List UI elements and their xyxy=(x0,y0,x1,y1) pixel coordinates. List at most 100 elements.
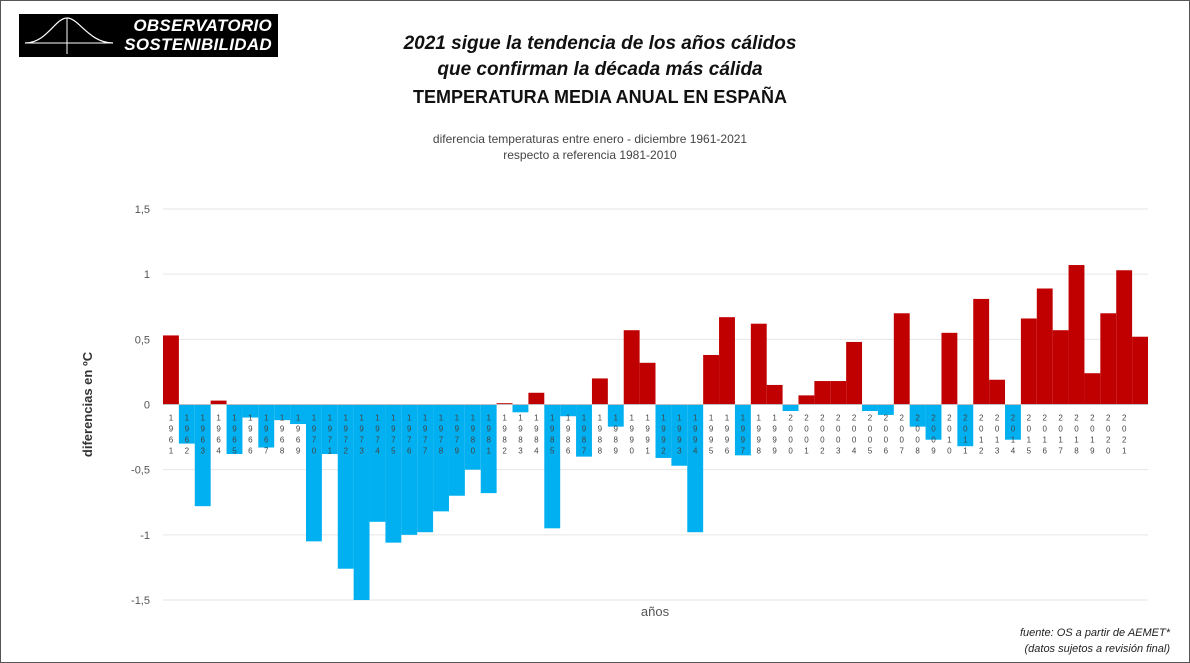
bar xyxy=(528,392,545,405)
bar xyxy=(814,381,831,405)
bar xyxy=(1116,270,1133,405)
bar xyxy=(798,395,815,405)
bar xyxy=(178,404,195,444)
bar xyxy=(782,404,799,412)
bar xyxy=(862,404,878,412)
bar xyxy=(655,404,672,458)
bar xyxy=(909,404,926,427)
bar xyxy=(1084,373,1101,405)
bar xyxy=(846,341,863,405)
source-disclaimer: (datos sujetos a revisión final) xyxy=(1024,643,1170,655)
bar xyxy=(448,404,465,496)
y-tick-label: 0,5 xyxy=(135,334,150,346)
logo-text-line2: SOSTENIBILIDAD xyxy=(124,35,272,54)
bar xyxy=(242,404,259,418)
bar xyxy=(671,404,688,466)
bar xyxy=(687,404,704,533)
bar xyxy=(258,404,275,448)
chart-title: TEMPERATURA MEDIA ANUAL EN ESPAÑA xyxy=(412,87,787,107)
bar xyxy=(464,404,481,470)
bar xyxy=(734,404,751,456)
bar xyxy=(893,313,910,405)
chart-subtitle-line1: diferencia temperaturas entre enero - di… xyxy=(432,132,748,146)
bar xyxy=(576,404,592,457)
bar xyxy=(353,404,370,600)
bar xyxy=(337,404,354,569)
y-tick-label: -0,5 xyxy=(131,465,150,477)
bar xyxy=(369,404,386,522)
bar xyxy=(1036,288,1053,405)
bar xyxy=(417,404,434,533)
bar xyxy=(210,400,227,405)
y-tick-label: 0 xyxy=(144,400,150,412)
bar xyxy=(1005,404,1021,440)
bar xyxy=(639,362,656,405)
bar xyxy=(877,404,894,415)
headline-line1: 2021 sigue la tendencia de los años cáli… xyxy=(403,33,797,54)
bar xyxy=(766,384,783,405)
source-note: fuente: OS a partir de AEMET* xyxy=(1020,627,1170,639)
bar xyxy=(433,404,449,512)
logo-curve-icon xyxy=(24,17,114,54)
bar xyxy=(401,404,418,535)
bar xyxy=(750,323,767,405)
chart-subtitle-line2: respecto a referencia 1981-2010 xyxy=(503,148,677,162)
y-tick-label: -1,5 xyxy=(131,595,150,607)
bar xyxy=(1132,336,1148,405)
bar xyxy=(544,404,561,529)
bar xyxy=(385,404,402,543)
bar xyxy=(512,404,529,413)
bar xyxy=(226,404,243,455)
x-axis-title: años xyxy=(641,604,670,619)
bar xyxy=(607,404,624,427)
bar xyxy=(1068,265,1085,405)
y-axis-title: diferencias en ºC xyxy=(80,351,95,457)
bar xyxy=(973,298,990,405)
